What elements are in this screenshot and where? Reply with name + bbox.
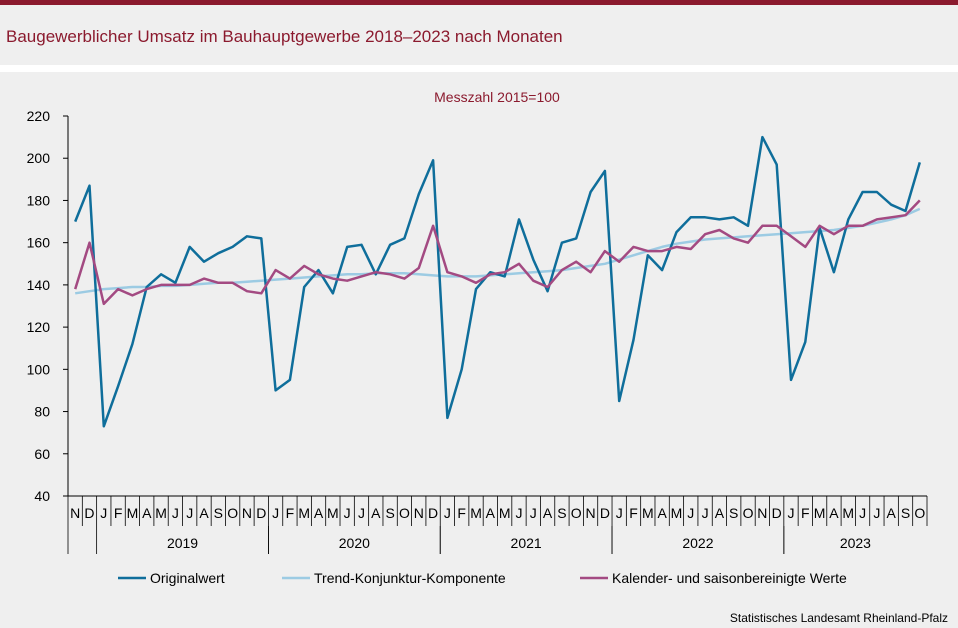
- x-month-label: M: [814, 505, 826, 521]
- x-month-label: J: [702, 505, 709, 521]
- x-month-label: J: [344, 505, 351, 521]
- x-month-label: J: [616, 505, 623, 521]
- x-month-label: J: [687, 505, 694, 521]
- y-tick-label: 180: [27, 192, 51, 208]
- x-month-label: A: [486, 505, 496, 521]
- x-month-label: A: [199, 505, 209, 521]
- x-month-label: A: [887, 505, 897, 521]
- x-month-label: M: [642, 505, 654, 521]
- x-month-label: D: [428, 505, 438, 521]
- x-month-label: A: [657, 505, 667, 521]
- x-month-label: S: [901, 505, 910, 521]
- x-month-label: O: [571, 505, 582, 521]
- x-month-label: M: [842, 505, 854, 521]
- x-month-label: J: [272, 505, 279, 521]
- x-month-label: M: [155, 505, 167, 521]
- x-month-label: S: [729, 505, 738, 521]
- legend-label-1: Originalwert: [150, 570, 225, 586]
- x-month-label: A: [543, 505, 553, 521]
- y-tick-label: 40: [34, 488, 50, 504]
- x-month-label: M: [127, 505, 139, 521]
- x-month-label: A: [314, 505, 324, 521]
- x-month-label: N: [242, 505, 252, 521]
- x-month-label: M: [470, 505, 482, 521]
- x-month-label: O: [743, 505, 754, 521]
- chart-panel: Statistisches Landesamt Rheinland-Pfalz: [0, 72, 958, 628]
- x-month-label: D: [600, 505, 610, 521]
- x-month-label: J: [515, 505, 522, 521]
- x-month-label: J: [859, 505, 866, 521]
- x-month-label: J: [100, 505, 107, 521]
- x-year-label: 2019: [167, 535, 198, 551]
- x-month-label: J: [172, 505, 179, 521]
- x-month-label: F: [629, 505, 638, 521]
- x-month-label: N: [70, 505, 80, 521]
- x-month-label: M: [499, 505, 511, 521]
- legend: Originalwert Trend-Konjunktur-Komponente K…: [118, 570, 847, 586]
- y-tick-label: 140: [27, 277, 51, 293]
- x-month-label: J: [358, 505, 365, 521]
- y-tick-label: 160: [27, 235, 51, 251]
- legend-label-3: Kalender- und saisonbereinigte Werte: [612, 570, 847, 586]
- x-year-label: 2021: [511, 535, 542, 551]
- series-lines: [74, 135, 921, 428]
- y-tick-label: 80: [34, 404, 50, 420]
- x-month-label: A: [142, 505, 152, 521]
- x-month-label: J: [873, 505, 880, 521]
- x-month-label: J: [530, 505, 537, 521]
- x-month-label: F: [801, 505, 810, 521]
- x-year-label: 2020: [339, 535, 370, 551]
- x-month-label: D: [256, 505, 266, 521]
- x-year-label: 2022: [682, 535, 713, 551]
- x-month-label: J: [787, 505, 794, 521]
- x-year-label: 2023: [840, 535, 871, 551]
- line-chart: Messzahl 2015=100 40 60 80 100 120 140 160 180 2…: [27, 89, 928, 586]
- x-month-label: S: [557, 505, 566, 521]
- x-month-label: A: [829, 505, 839, 521]
- x-month-label: J: [186, 505, 193, 521]
- x-month-label: M: [671, 505, 683, 521]
- x-month-label: A: [715, 505, 725, 521]
- y-tick-label: 120: [27, 319, 51, 335]
- series-line-1: [74, 135, 921, 428]
- top-accent-bar: [0, 0, 958, 5]
- y-tick-label: 100: [27, 361, 51, 377]
- series-line-3: [74, 199, 921, 306]
- x-month-label: N: [757, 505, 767, 521]
- chart-title: Baugewerblicher Umsatz im Bauhauptgewerb…: [6, 27, 563, 46]
- chart-subtitle: Messzahl 2015=100: [434, 89, 560, 105]
- x-month-label: M: [298, 505, 310, 521]
- x-month-label: S: [385, 505, 394, 521]
- x-month-label: F: [457, 505, 466, 521]
- x-month-label: O: [914, 505, 925, 521]
- y-tick-label: 60: [34, 446, 50, 462]
- x-month-label: F: [286, 505, 295, 521]
- x-month-label: S: [214, 505, 223, 521]
- y-tick-label: 220: [27, 108, 51, 124]
- x-month-label: O: [227, 505, 238, 521]
- source-note: Statistisches Landesamt Rheinland-Pfalz: [729, 611, 948, 625]
- title-bar: Baugewerblicher Umsatz im Bauhauptgewerb…: [0, 5, 958, 65]
- x-month-label: A: [371, 505, 381, 521]
- legend-label-2: Trend-Konjunktur-Komponente: [314, 570, 506, 586]
- y-tick-label: 200: [27, 150, 51, 166]
- x-month-label: O: [399, 505, 410, 521]
- x-month-label: D: [772, 505, 782, 521]
- x-month-label: N: [585, 505, 595, 521]
- x-month-label: J: [444, 505, 451, 521]
- x-month-label: F: [114, 505, 123, 521]
- x-month-label: D: [84, 505, 94, 521]
- x-month-label: M: [327, 505, 339, 521]
- x-month-label: N: [414, 505, 424, 521]
